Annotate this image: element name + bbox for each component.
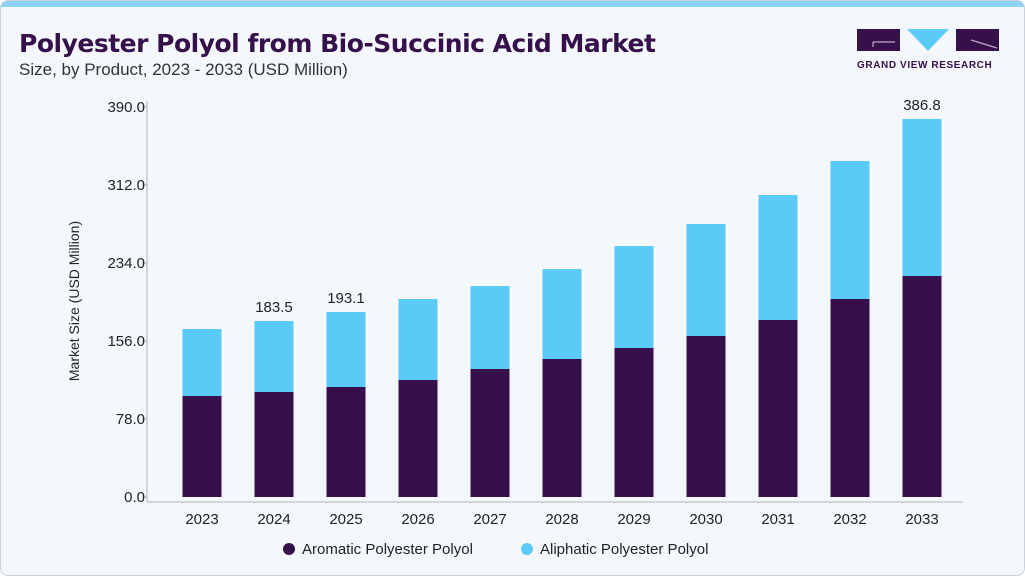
x-tick-label: 2029 <box>617 511 650 528</box>
bar-aliphatic-2026 <box>398 299 438 380</box>
y-tick-label: 312.0 <box>107 177 145 194</box>
bar-aliphatic-2028 <box>542 269 582 359</box>
x-tick-label: 2028 <box>545 511 578 528</box>
chart-title: Polyester Polyol from Bio-Succinic Acid … <box>19 29 656 58</box>
data-label-2033: 386.8 <box>903 97 941 114</box>
y-tick-label: 156.0 <box>107 333 145 350</box>
data-label-2024: 183.5 <box>255 299 293 316</box>
bar-aromatic-2024 <box>254 392 294 497</box>
legend-label: Aliphatic Polyester Polyol <box>540 541 708 558</box>
x-tick-label: 2031 <box>761 511 794 528</box>
bar-aromatic-2032 <box>830 299 870 497</box>
y-tick-label: 0.0 <box>124 489 145 506</box>
bar-aromatic-2026 <box>398 380 438 497</box>
x-tick-label: 2032 <box>833 511 866 528</box>
bar-aliphatic-2031 <box>758 195 798 320</box>
bar-aliphatic-2027 <box>470 286 510 369</box>
bar-aromatic-2028 <box>542 359 582 497</box>
x-tick-label: 2024 <box>257 511 290 528</box>
logo-text: GRAND VIEW RESEARCH <box>857 60 993 71</box>
data-label-2025: 193.1 <box>327 290 365 307</box>
bar-aromatic-2033 <box>902 276 942 497</box>
y-axis-label: Market Size (USD Million) <box>66 221 82 381</box>
bar-aliphatic-2033 <box>902 119 942 276</box>
bar-aliphatic-2032 <box>830 161 870 299</box>
bar-aliphatic-2024 <box>254 321 294 392</box>
top-accent-bar <box>1 1 1024 7</box>
legend-label: Aromatic Polyester Polyol <box>302 541 473 558</box>
bar-aromatic-2029 <box>614 348 654 497</box>
bar-aromatic-2031 <box>758 320 798 497</box>
x-tick-label: 2026 <box>401 511 434 528</box>
legend-marker <box>283 543 295 555</box>
x-tick-label: 2033 <box>905 511 938 528</box>
y-tick-label: 390.0 <box>107 99 145 116</box>
grand-view-research-logo <box>857 29 999 51</box>
x-tick-label: 2030 <box>689 511 722 528</box>
bar-aliphatic-2029 <box>614 246 654 348</box>
bar-aromatic-2025 <box>326 387 366 497</box>
legend-marker <box>521 543 533 555</box>
y-tick-label: 234.0 <box>107 255 145 272</box>
bar-aromatic-2027 <box>470 369 510 497</box>
chart-subtitle: Size, by Product, 2023 - 2033 (USD Milli… <box>19 60 348 79</box>
x-tick-label: 2027 <box>473 511 506 528</box>
bar-aliphatic-2030 <box>686 224 726 336</box>
bar-aliphatic-2023 <box>182 329 222 396</box>
bar-aromatic-2030 <box>686 336 726 497</box>
x-tick-label: 2023 <box>185 511 218 528</box>
bar-aromatic-2023 <box>182 396 222 497</box>
bar-aliphatic-2025 <box>326 312 366 387</box>
x-tick-label: 2025 <box>329 511 362 528</box>
y-tick-label: 78.0 <box>116 411 145 428</box>
